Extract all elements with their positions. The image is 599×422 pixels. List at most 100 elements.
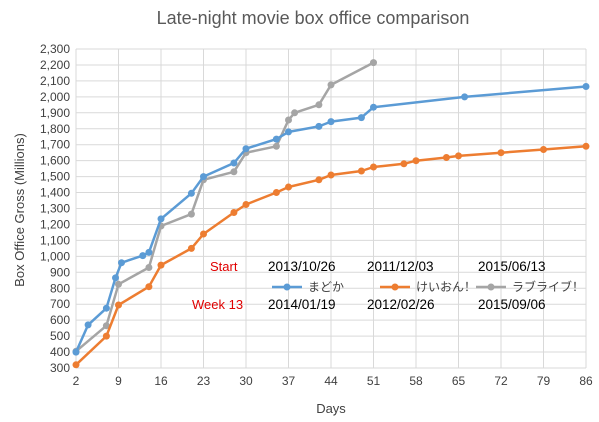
data-point (230, 159, 238, 167)
x-tick-label: 51 (367, 374, 381, 388)
legend-week-date-1: 2012/02/26 (367, 297, 435, 312)
data-point (272, 189, 280, 196)
data-point (370, 103, 377, 111)
y-tick-labels: 300 400 500 600 700 800 900 1,000 1,100 1,2001,30… (40, 42, 70, 375)
legend-start-label: Start (210, 259, 238, 274)
data-point (357, 167, 365, 175)
data-point (315, 122, 323, 130)
data-point (442, 154, 450, 161)
x-tick-label: 2 (73, 374, 80, 388)
data-point (400, 160, 408, 168)
data-point (327, 81, 335, 89)
data-point (145, 264, 153, 271)
data-point (112, 274, 119, 282)
data-point (102, 322, 110, 330)
x-tick-label: 58 (409, 374, 423, 388)
y-tick-label: 1,400 (40, 186, 70, 200)
data-point (187, 189, 195, 197)
legend-swatch-marker (487, 283, 495, 291)
legend-week-date-2: 2015/09/06 (478, 297, 546, 312)
y-tick-label: 1,500 (40, 170, 70, 184)
legend-series-entries: まどか けいおん！ ラブライブ！ (272, 279, 584, 294)
data-point (315, 101, 323, 109)
x-tick-label: 86 (579, 374, 593, 388)
data-point (327, 171, 335, 179)
legend-entry-0: まどか (272, 280, 344, 294)
legend-week-label: Week 13 (192, 297, 243, 312)
y-tick-label: 700 (50, 297, 70, 311)
data-point (84, 321, 92, 329)
data-point (540, 146, 547, 153)
data-point (357, 114, 365, 122)
data-point (200, 173, 207, 181)
data-point (242, 201, 250, 208)
x-tick-label: 37 (282, 374, 296, 388)
chart-title: Late-night movie box office comparison (157, 8, 470, 28)
legend-start-date-1: 2011/12/03 (367, 259, 434, 274)
y-tick-label: 600 (50, 313, 70, 327)
data-point (272, 142, 280, 150)
y-tick-label: 2,300 (40, 42, 70, 56)
data-point (412, 157, 420, 165)
x-tick-label: 44 (324, 374, 338, 388)
data-point (370, 59, 377, 67)
legend-series-name: けいおん！ (416, 280, 476, 294)
x-tick-label: 23 (197, 374, 211, 388)
data-point (461, 93, 469, 101)
y-tick-label: 800 (50, 281, 70, 295)
y-tick-label: 1,600 (40, 154, 70, 168)
data-point (139, 252, 147, 260)
data-point (582, 142, 590, 150)
legend-start-date-2: 2015/06/13 (478, 259, 546, 274)
data-point (455, 152, 462, 160)
grid-lines (75, 48, 587, 369)
data-point (291, 109, 299, 117)
y-tick-label: 2,100 (40, 74, 70, 88)
series-0 (72, 83, 590, 356)
data-point (285, 116, 292, 124)
y-tick-label: 1,000 (40, 249, 70, 263)
x-tick-label: 79 (537, 374, 551, 388)
data-point (285, 128, 292, 136)
y-tick-label: 900 (50, 265, 70, 279)
x-tick-labels: 2 9 16 23 30 37 44 51 58 65 72 79 86 (73, 374, 593, 388)
legend-series-name: まどか (308, 280, 344, 294)
y-tick-label: 1,100 (40, 233, 70, 247)
data-point (272, 135, 280, 143)
data-point (118, 259, 125, 267)
data-point (72, 361, 80, 369)
x-axis-title: Days (316, 401, 346, 416)
data-point (102, 332, 110, 340)
y-tick-label: 400 (50, 345, 70, 359)
data-point (187, 244, 195, 252)
y-tick-label: 1,700 (40, 138, 70, 152)
x-tick-label: 9 (115, 374, 122, 388)
y-tick-label: 500 (50, 329, 70, 343)
legend-swatch-marker (391, 283, 399, 291)
y-tick-label: 1,200 (40, 217, 70, 231)
series-2 (72, 59, 377, 355)
data-point (315, 176, 323, 184)
legend-start-date-0: 2013/10/26 (268, 259, 336, 274)
data-point (102, 304, 110, 312)
data-point (200, 230, 207, 238)
x-tick-label: 16 (154, 374, 168, 388)
data-point (145, 283, 153, 291)
data-point (157, 261, 165, 269)
data-point (115, 301, 122, 309)
x-tick-label: 65 (452, 374, 466, 388)
y-tick-label: 300 (50, 361, 70, 375)
y-axis-title: Box Office Gross (Millions) (12, 133, 27, 287)
y-tick-label: 1,800 (40, 122, 70, 136)
data-point (497, 149, 505, 157)
y-tick-label: 2,200 (40, 58, 70, 72)
data-point (285, 183, 292, 191)
data-point (230, 168, 238, 176)
data-point (327, 118, 335, 126)
data-point (115, 280, 122, 288)
x-tick-label: 30 (239, 374, 253, 388)
legend-swatch-marker (283, 283, 291, 291)
y-tick-label: 1,300 (40, 202, 70, 216)
series-group (72, 59, 590, 369)
data-point (145, 248, 153, 256)
